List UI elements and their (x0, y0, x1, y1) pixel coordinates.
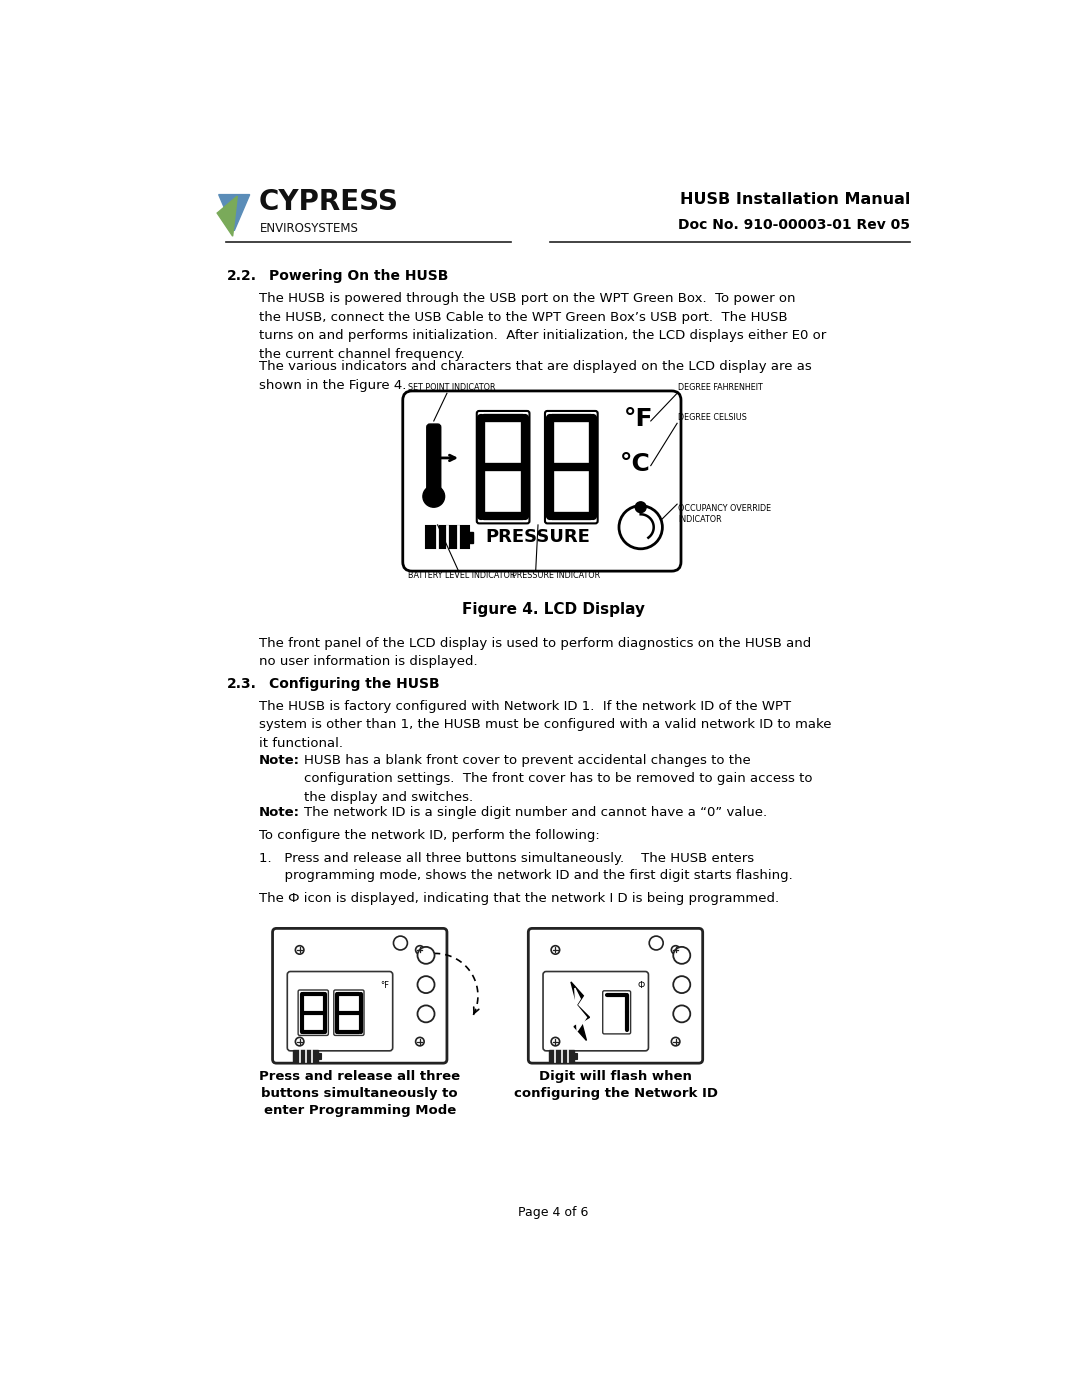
Text: Page 4 of 6: Page 4 of 6 (518, 1206, 589, 1218)
Text: The HUSB is powered through the USB port on the WPT Green Box.  To power on
the : The HUSB is powered through the USB port… (259, 292, 826, 360)
Circle shape (418, 947, 434, 964)
Circle shape (551, 946, 559, 954)
FancyBboxPatch shape (528, 929, 703, 1063)
Text: enter Programming Mode: enter Programming Mode (264, 1104, 456, 1118)
Text: Figure 4. LCD Display: Figure 4. LCD Display (462, 602, 645, 617)
Circle shape (295, 1038, 303, 1046)
Circle shape (418, 1006, 434, 1023)
Text: CYPRESS: CYPRESS (259, 189, 399, 217)
Text: programming mode, shows the network ID and the first digit starts flashing.: programming mode, shows the network ID a… (259, 869, 793, 882)
Text: PRESSURE: PRESSURE (486, 528, 591, 546)
Bar (469, 532, 473, 542)
Circle shape (416, 1038, 424, 1046)
Circle shape (635, 502, 646, 513)
Text: OCCUPANCY OVERRIDE
INDICATOR: OCCUPANCY OVERRIDE INDICATOR (678, 504, 771, 524)
Text: Configuring the HUSB: Configuring the HUSB (269, 676, 440, 690)
FancyBboxPatch shape (298, 990, 328, 1035)
Text: The Ф icon is displayed, indicating that the network I D is being programmed.: The Ф icon is displayed, indicating that… (259, 893, 779, 905)
Text: HUSB has a blank front cover to prevent accidental changes to the
configuration : HUSB has a blank front cover to prevent … (303, 753, 812, 803)
Circle shape (551, 1038, 559, 1046)
Circle shape (619, 506, 662, 549)
FancyBboxPatch shape (476, 411, 529, 524)
Text: HUSB Installation Manual: HUSB Installation Manual (679, 193, 910, 208)
Bar (319, 1053, 322, 1059)
Text: The various indicators and characters that are displayed on the LCD display are : The various indicators and characters th… (259, 360, 812, 391)
Text: 1.   Press and release all three buttons simultaneously.    The HUSB enters: 1. Press and release all three buttons s… (259, 852, 754, 865)
Circle shape (295, 946, 303, 954)
Bar (426, 527, 469, 548)
Text: ENVIROSYSTEMS: ENVIROSYSTEMS (260, 222, 359, 235)
Circle shape (423, 486, 445, 507)
FancyBboxPatch shape (545, 411, 597, 524)
Bar (575, 1053, 577, 1059)
Text: To configure the network ID, perform the following:: To configure the network ID, perform the… (259, 828, 599, 842)
Circle shape (673, 977, 690, 993)
Polygon shape (218, 194, 249, 231)
Circle shape (672, 1038, 680, 1046)
FancyBboxPatch shape (543, 971, 648, 1051)
Polygon shape (571, 982, 590, 1041)
Text: °F: °F (623, 408, 653, 432)
Polygon shape (217, 196, 238, 236)
Text: Doc No. 910-00003-01 Rev 05: Doc No. 910-00003-01 Rev 05 (678, 218, 910, 232)
Text: SET POINT INDICATOR: SET POINT INDICATOR (408, 383, 496, 391)
FancyBboxPatch shape (272, 929, 447, 1063)
Circle shape (418, 977, 434, 993)
FancyBboxPatch shape (287, 971, 393, 1051)
Text: °C: °C (620, 453, 650, 476)
FancyBboxPatch shape (403, 391, 681, 571)
Circle shape (672, 946, 680, 954)
Circle shape (649, 936, 663, 950)
Text: DEGREE CELSIUS: DEGREE CELSIUS (678, 412, 746, 422)
Text: The front panel of the LCD display is used to perform diagnostics on the HUSB an: The front panel of the LCD display is us… (259, 637, 811, 668)
Text: °F: °F (380, 981, 389, 989)
Text: The network ID is a single digit number and cannot have a “0” value.: The network ID is a single digit number … (303, 806, 767, 819)
FancyBboxPatch shape (334, 990, 364, 1035)
Text: Press and release all three: Press and release all three (259, 1070, 460, 1083)
Text: configuring the Network ID: configuring the Network ID (513, 1087, 717, 1099)
Text: 2.2.: 2.2. (227, 270, 256, 284)
Text: Note:: Note: (259, 753, 300, 767)
Text: Note:: Note: (259, 806, 300, 819)
FancyBboxPatch shape (603, 990, 631, 1034)
Circle shape (416, 946, 424, 954)
FancyBboxPatch shape (427, 425, 441, 492)
Text: Digit will flash when: Digit will flash when (539, 1070, 692, 1083)
Polygon shape (575, 988, 586, 1031)
Bar (550, 1051, 575, 1062)
Circle shape (673, 1006, 690, 1023)
Text: The HUSB is factory configured with Network ID 1.  If the network ID of the WPT
: The HUSB is factory configured with Netw… (259, 700, 832, 750)
Text: BATTERY LEVEL INDICATOR: BATTERY LEVEL INDICATOR (408, 571, 515, 580)
Text: PRESSURE INDICATOR: PRESSURE INDICATOR (512, 571, 600, 580)
Circle shape (393, 936, 407, 950)
Text: DEGREE FAHRENHEIT: DEGREE FAHRENHEIT (678, 383, 762, 391)
Text: buttons simultaneously to: buttons simultaneously to (261, 1087, 458, 1099)
Text: Ф: Ф (637, 981, 645, 989)
Text: Powering On the HUSB: Powering On the HUSB (269, 270, 448, 284)
Bar (294, 1051, 319, 1062)
Circle shape (673, 947, 690, 964)
Text: 2.3.: 2.3. (227, 676, 256, 690)
